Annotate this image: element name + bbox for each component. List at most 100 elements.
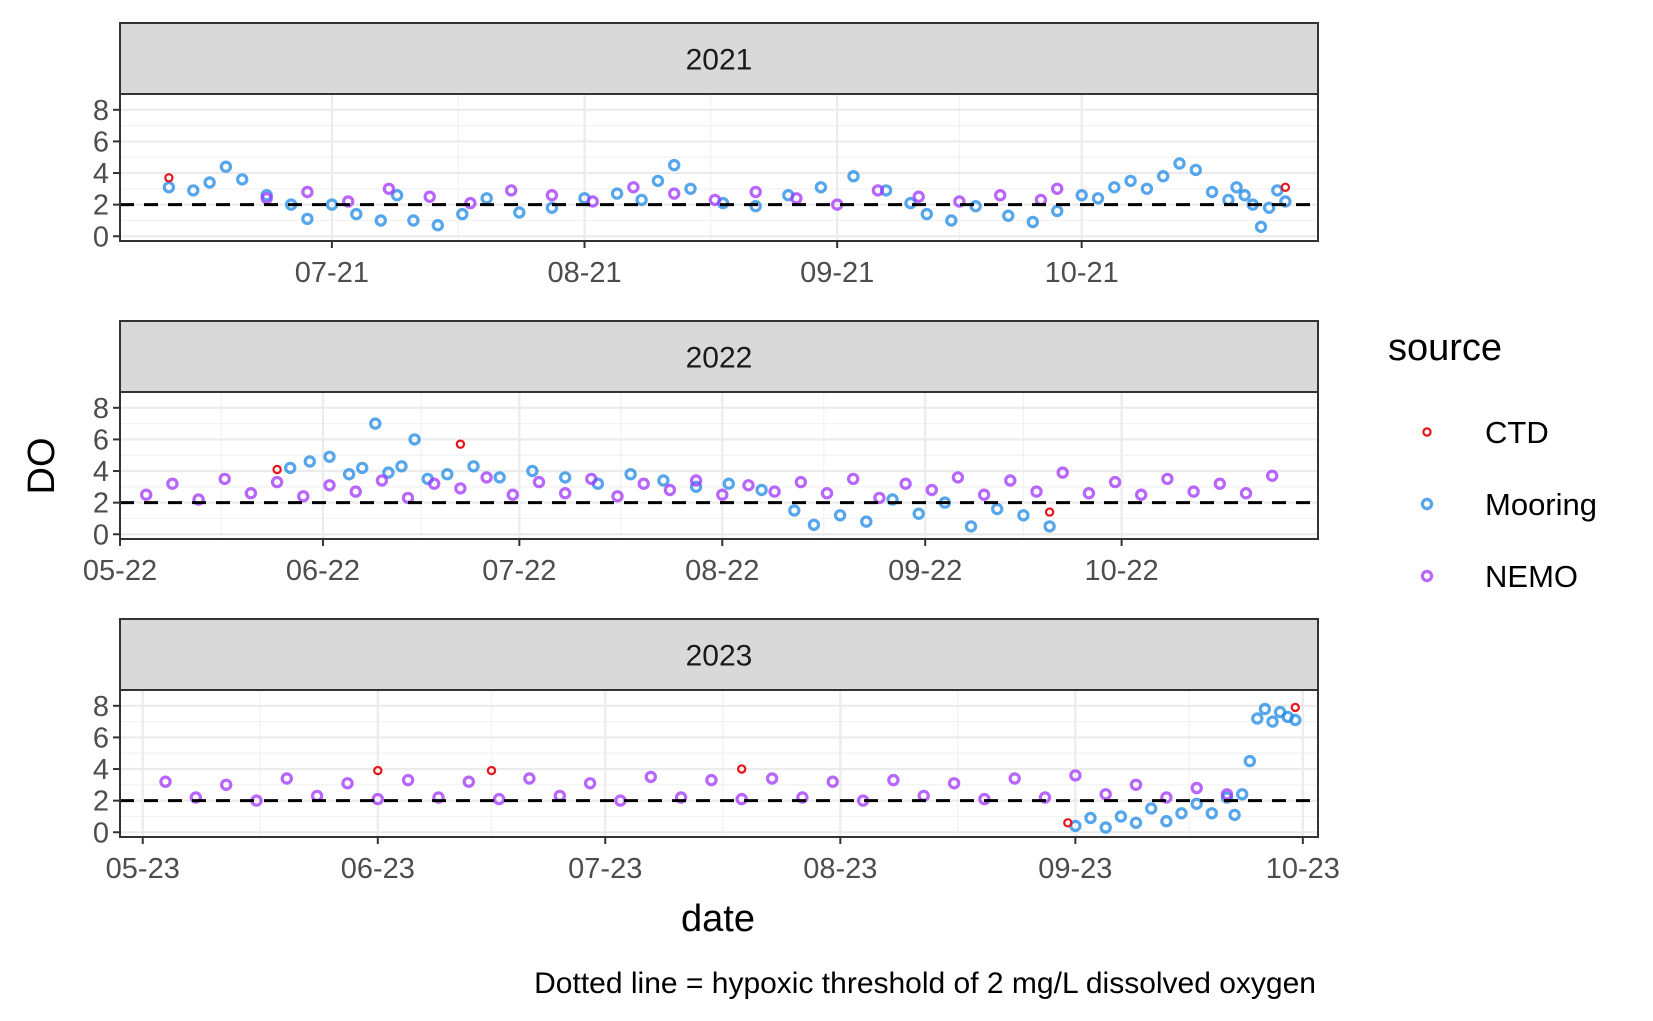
legend-label-nemo: NEMO — [1485, 559, 1578, 594]
point-nemo — [994, 188, 1007, 202]
point-ctd — [1290, 702, 1301, 713]
point-mooring — [635, 193, 648, 207]
point-nemo — [847, 472, 860, 486]
plot-area — [120, 392, 1318, 539]
point-nemo — [1160, 791, 1173, 804]
x-tick-label: 06-22 — [286, 555, 360, 587]
point-mooring — [467, 460, 480, 473]
point-nemo — [423, 190, 436, 203]
panel-border — [119, 93, 1319, 242]
point-mooring — [1289, 713, 1302, 727]
point-nemo — [716, 488, 729, 501]
point-nemo — [1220, 788, 1234, 801]
point-mooring — [904, 196, 917, 210]
point-ctd — [164, 173, 174, 183]
point-ctd — [373, 765, 383, 776]
point-nemo — [765, 772, 779, 785]
x-tick-label: 08-21 — [547, 257, 621, 289]
point-mooring — [431, 218, 444, 232]
point-nemo — [1108, 475, 1122, 489]
facet-strip-label: 2021 — [686, 44, 753, 77]
x-tick-label: 05-23 — [106, 853, 180, 885]
point-mooring — [912, 507, 925, 520]
x-tick-label: 10-23 — [1266, 853, 1340, 885]
point-mooring — [203, 176, 216, 189]
point-mooring — [301, 212, 314, 226]
y-tick-label: 4 — [93, 158, 109, 190]
point-nemo — [585, 472, 598, 486]
point-mooring — [187, 184, 200, 197]
point-mooring — [689, 480, 703, 493]
point-nemo — [260, 192, 273, 205]
point-mooring — [722, 477, 736, 490]
point-ctd — [1063, 818, 1073, 828]
panel-border — [119, 391, 1319, 540]
point-nemo — [506, 488, 519, 501]
facet-strip — [119, 618, 1319, 691]
facet-strip-label: 2022 — [686, 342, 753, 375]
point-nemo — [790, 192, 803, 205]
y-tick-label: 2 — [93, 488, 109, 520]
point-mooring — [1091, 192, 1105, 205]
point-nemo — [1056, 466, 1069, 479]
point-nemo — [218, 472, 231, 486]
point-mooring — [1205, 807, 1219, 820]
point-nemo — [297, 490, 310, 503]
point-mooring — [350, 207, 363, 221]
point-nemo — [1190, 781, 1203, 795]
point-nemo — [1187, 485, 1200, 498]
point-nemo — [1213, 477, 1227, 490]
point-nemo — [871, 184, 885, 197]
point-nemo — [820, 487, 834, 500]
y-tick-label: 0 — [93, 817, 109, 849]
point-mooring — [356, 461, 369, 475]
point-mooring — [162, 181, 176, 194]
point-mooring — [1002, 209, 1015, 222]
point-ctd — [486, 765, 497, 776]
point-ctd — [455, 439, 466, 449]
point-nemo — [159, 775, 172, 788]
point-mooring — [1190, 797, 1203, 811]
point-nemo — [768, 485, 781, 498]
point-mooring — [657, 474, 670, 487]
point-mooring — [755, 483, 768, 497]
point-mooring — [814, 181, 828, 194]
point-mooring — [1254, 220, 1268, 233]
point-nemo — [505, 184, 518, 197]
point-mooring — [991, 502, 1004, 516]
series-ctd — [164, 173, 1291, 192]
point-mooring — [964, 520, 978, 533]
x-tick-label: 09-22 — [888, 555, 962, 587]
point-mooring — [1114, 810, 1128, 823]
point-ctd — [272, 464, 282, 475]
point-nemo — [1082, 487, 1096, 500]
x-tick-label: 09-23 — [1038, 853, 1112, 885]
y-axis-title: DO — [21, 438, 63, 495]
point-mooring — [920, 207, 934, 221]
point-ctd — [737, 764, 747, 774]
point-nemo — [492, 792, 506, 806]
point-mooring — [441, 468, 454, 481]
y-tick-label: 8 — [93, 95, 109, 127]
point-mooring — [969, 199, 982, 213]
point-mooring — [480, 192, 493, 205]
y-tick-label: 0 — [93, 221, 109, 253]
point-nemo — [611, 490, 624, 503]
point-mooring — [407, 214, 420, 227]
point-nemo — [708, 193, 722, 207]
y-tick-label: 6 — [93, 126, 109, 158]
point-nemo — [1134, 488, 1148, 501]
point-mooring — [559, 471, 572, 484]
point-nemo — [637, 477, 650, 490]
x-tick-label: 08-23 — [803, 853, 877, 885]
point-nemo — [1129, 778, 1143, 792]
point-nemo — [523, 772, 536, 785]
point-nemo — [742, 479, 755, 492]
point-nemo — [270, 475, 284, 489]
series-ctd — [272, 439, 1055, 517]
point-nemo — [280, 772, 293, 785]
point-mooring — [668, 158, 681, 172]
point-mooring — [1175, 807, 1188, 820]
